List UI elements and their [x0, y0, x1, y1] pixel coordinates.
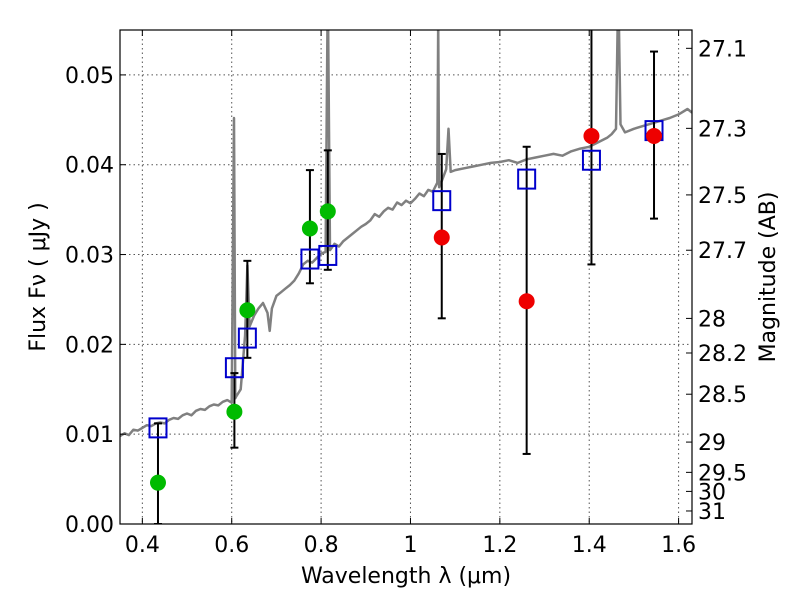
model-photometry-square — [517, 168, 537, 190]
x-tick-label: 1.2 — [482, 533, 517, 558]
optical-data-point — [226, 403, 243, 420]
y-tick-label: 0.00 — [65, 513, 114, 538]
optical-data-point — [239, 302, 256, 319]
nir-data-point — [518, 293, 535, 310]
x-tick-label: 1 — [403, 533, 417, 558]
y2-tick-label: 27.5 — [698, 184, 747, 209]
nir-data-point — [583, 127, 600, 144]
y-tick-label: 0.04 — [65, 154, 114, 179]
sed-model-line — [120, 30, 692, 438]
y2-tick-label: 28.2 — [698, 342, 747, 367]
y2-tick-label: 31 — [698, 500, 726, 525]
y-tick-label: 0.02 — [65, 333, 114, 358]
x-tick-label: 1.4 — [572, 533, 607, 558]
y2-tick-label: 29.5 — [698, 461, 747, 486]
plot-frame — [119, 29, 693, 525]
x-tick-label: 1.6 — [661, 533, 696, 558]
model-photometry-square — [432, 190, 452, 212]
optical-data-point — [319, 203, 336, 220]
data-layer — [120, 30, 692, 524]
nir-data-point — [646, 127, 663, 144]
optical-data-point — [149, 474, 166, 491]
y2-tick-label: 27.1 — [698, 37, 747, 62]
model-photometry-square — [224, 357, 244, 379]
y2-axis-label: Magnitude (AB) — [756, 192, 781, 363]
y2-tick-label: 29 — [698, 431, 726, 456]
y2-tick-label: 28.5 — [698, 383, 747, 408]
x-axis-label: Wavelength λ (μm) — [301, 564, 511, 589]
model-photometry-square — [148, 417, 168, 439]
axis-ticks: 0.4 0.6 0.8 1 1.2 1.4 1.6 0.00 0.01 0.02 0.03 0.04 0… — [65, 30, 747, 558]
x-tick-label: 0.8 — [304, 533, 339, 558]
optical-data-point — [301, 220, 318, 237]
grid-lines — [120, 30, 692, 525]
y2-tick-label: 27.3 — [698, 117, 747, 142]
model-photometry-square — [318, 244, 338, 266]
x-tick-label: 0.6 — [214, 533, 249, 558]
model-photometry-square — [581, 149, 601, 171]
nir-data-point — [433, 229, 450, 246]
y-tick-label: 0.05 — [65, 64, 114, 89]
y-axis-label: Flux Fν ( μJy ) — [26, 202, 51, 351]
model-photometry-square — [237, 327, 257, 349]
x-tick-label: 0.4 — [125, 533, 160, 558]
y-tick-label: 0.01 — [65, 423, 114, 448]
y-tick-label: 0.03 — [65, 244, 114, 269]
y2-tick-label: 30 — [698, 480, 726, 505]
y2-tick-label: 27.7 — [698, 239, 747, 264]
y2-tick-label: 28 — [698, 307, 726, 332]
